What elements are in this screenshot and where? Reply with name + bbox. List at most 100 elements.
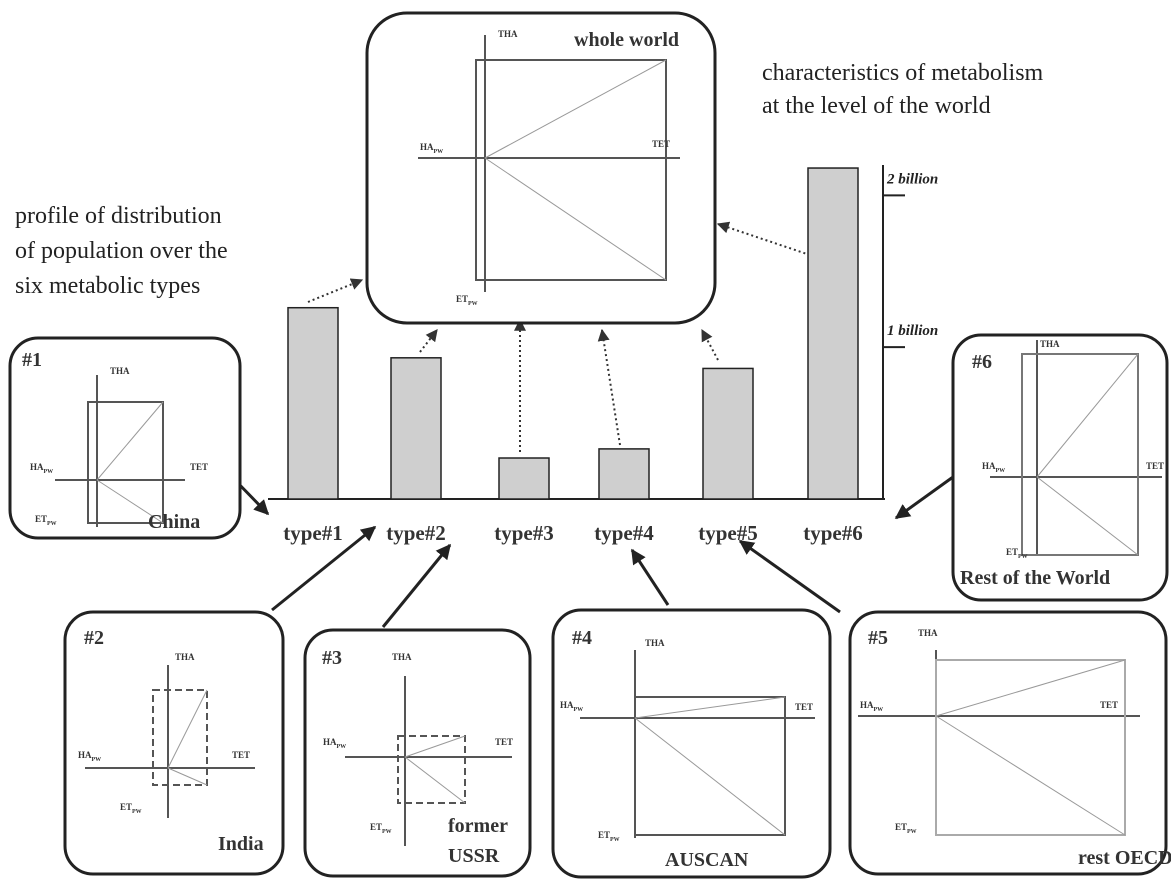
axis-label-ha: HAPW bbox=[860, 700, 883, 713]
diagonal bbox=[404, 735, 466, 758]
axis-label-tet: TET bbox=[495, 737, 513, 747]
region-panel bbox=[63, 610, 285, 876]
bar bbox=[287, 306, 339, 500]
profile-caption: six metabolic types bbox=[15, 273, 200, 299]
axis-label-et: ETPW bbox=[370, 822, 392, 835]
profile-caption: of population over the bbox=[15, 238, 228, 264]
axis-label-tet: TET bbox=[1146, 461, 1164, 471]
region-name: Rest of the World bbox=[960, 567, 1110, 589]
profile-box bbox=[397, 735, 466, 804]
panel-number: #6 bbox=[972, 351, 992, 373]
axis-label-tet: TET bbox=[795, 702, 813, 712]
axis-label-main: HA bbox=[323, 737, 337, 747]
world-caption: at the level of the world bbox=[762, 93, 991, 119]
axis-label-sub: PW bbox=[337, 744, 347, 750]
diagonal bbox=[484, 59, 667, 159]
mini-chart: THA TET bbox=[990, 339, 1164, 556]
axis-label-main: ET bbox=[120, 802, 132, 812]
region-name: former bbox=[448, 815, 508, 837]
region-name: USSR bbox=[448, 845, 500, 867]
region-panel bbox=[551, 608, 832, 879]
x-tick-label: type#6 bbox=[803, 521, 863, 545]
axis-label-sub: PW bbox=[44, 469, 54, 475]
axis-label-et: ETPW bbox=[35, 514, 57, 527]
axis-label-main: HA bbox=[420, 142, 434, 152]
axis-label-et: ETPW bbox=[120, 802, 142, 815]
region-name: India bbox=[218, 833, 264, 855]
region-name: AUSCAN bbox=[665, 849, 749, 871]
axis-label-sub: PW bbox=[382, 829, 392, 835]
axis-label-tha: THA bbox=[918, 628, 938, 638]
axis-label-ha: HAPW bbox=[982, 461, 1005, 474]
axis-label-tet: TET bbox=[1100, 700, 1118, 710]
region-panel bbox=[848, 610, 1168, 876]
axis-label-sub: PW bbox=[610, 837, 620, 843]
mini-chart: THA TET bbox=[55, 366, 208, 527]
axis-label-tha: THA bbox=[392, 652, 412, 662]
region-panel bbox=[8, 336, 242, 540]
mini-chart: THA TET bbox=[418, 29, 680, 292]
profile-box bbox=[87, 401, 164, 524]
axis-label-tha: THA bbox=[110, 366, 130, 376]
axis-label-tet: TET bbox=[232, 750, 250, 760]
axis-label-main: HA bbox=[30, 462, 44, 472]
profile-box bbox=[634, 696, 786, 836]
axis-label-sub: PW bbox=[47, 521, 57, 527]
axis-label-tha: THA bbox=[175, 652, 195, 662]
profile-box bbox=[475, 59, 667, 281]
x-tick-label: type#4 bbox=[594, 521, 654, 545]
axis-label-sub: PW bbox=[92, 757, 102, 763]
axis-label-ha: HAPW bbox=[323, 737, 346, 750]
dotted-arrow bbox=[597, 328, 621, 446]
axis-label-ha: HAPW bbox=[420, 142, 443, 155]
world-caption: characteristics of metabolism bbox=[762, 60, 1044, 86]
axis-label-main: ET bbox=[598, 830, 610, 840]
region-name: rest OECD bbox=[1078, 847, 1171, 869]
diagonal bbox=[167, 767, 208, 786]
mini-chart: THA TET bbox=[345, 652, 513, 846]
axis-label-main: ET bbox=[1006, 547, 1018, 557]
x-tick-label: type#1 bbox=[283, 521, 343, 545]
axis-label-et: ETPW bbox=[456, 294, 478, 307]
axis-label-sub: PW bbox=[874, 707, 884, 713]
axis-label-et: ETPW bbox=[895, 822, 917, 835]
diagonal bbox=[1036, 353, 1139, 478]
arrows bbox=[231, 475, 954, 628]
diagonal bbox=[1036, 476, 1139, 556]
axis-label-main: ET bbox=[895, 822, 907, 832]
axis-label-sub: PW bbox=[996, 468, 1006, 474]
world-title: whole world bbox=[574, 29, 679, 51]
axis-label-main: HA bbox=[560, 700, 574, 710]
axis-label-tet: TET bbox=[652, 139, 670, 149]
diagonal bbox=[935, 715, 1126, 836]
axis-label-et: ETPW bbox=[1006, 547, 1028, 560]
axis-label-tha: THA bbox=[498, 29, 518, 39]
diagonal bbox=[167, 689, 208, 769]
axis-label-tha: THA bbox=[1040, 339, 1060, 349]
axis-label-main: ET bbox=[35, 514, 47, 524]
dotted-arrows bbox=[307, 221, 811, 452]
profile-box bbox=[935, 659, 1126, 836]
region-panel bbox=[951, 333, 1169, 602]
dotted-arrow bbox=[701, 328, 719, 361]
profile-caption: profile of distribution bbox=[15, 203, 222, 229]
bar bbox=[498, 457, 550, 500]
diagonal bbox=[634, 696, 786, 719]
axis-label-sub: PW bbox=[132, 809, 142, 815]
bar bbox=[702, 367, 754, 500]
axis-label-sub: PW bbox=[434, 149, 444, 155]
panel-number: #4 bbox=[572, 627, 592, 649]
axis-label-sub: PW bbox=[1018, 554, 1028, 560]
mini-chart: THA TET bbox=[580, 638, 815, 838]
y-tick-label: 1 billion bbox=[887, 323, 938, 339]
panel-number: #3 bbox=[322, 647, 342, 669]
x-tick-label: type#2 bbox=[386, 521, 446, 545]
profile-box bbox=[152, 689, 208, 786]
x-tick-label: type#3 bbox=[494, 521, 554, 545]
x-tick-label: type#5 bbox=[698, 521, 758, 545]
axis-label-tha: THA bbox=[645, 638, 665, 648]
region-name: China bbox=[148, 511, 200, 533]
mini-chart: THA TET bbox=[858, 628, 1140, 836]
diagonal bbox=[634, 717, 786, 836]
